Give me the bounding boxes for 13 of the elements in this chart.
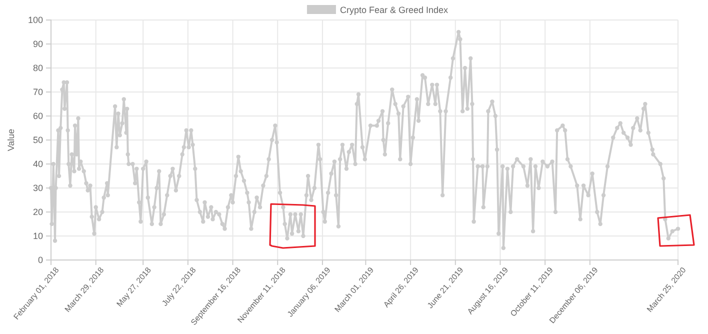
y-tick-label: 0 (38, 254, 43, 265)
legend-label: Crypto Fear & Greed Index (340, 5, 449, 15)
y-tick-label: 60 (32, 110, 43, 121)
y-tick-label: 70 (32, 86, 43, 97)
y-tick-label: 100 (28, 14, 43, 25)
y-tick-label: 40 (32, 158, 43, 169)
y-tick-label: 30 (32, 182, 43, 193)
y-tick-label: 50 (32, 134, 43, 145)
y-tick-label: 10 (32, 230, 43, 241)
y-tick-label: 80 (32, 62, 43, 73)
y-tick-label: 90 (32, 38, 43, 49)
y-tick-label: 20 (32, 206, 43, 217)
y-axis-title: Value (6, 128, 16, 152)
